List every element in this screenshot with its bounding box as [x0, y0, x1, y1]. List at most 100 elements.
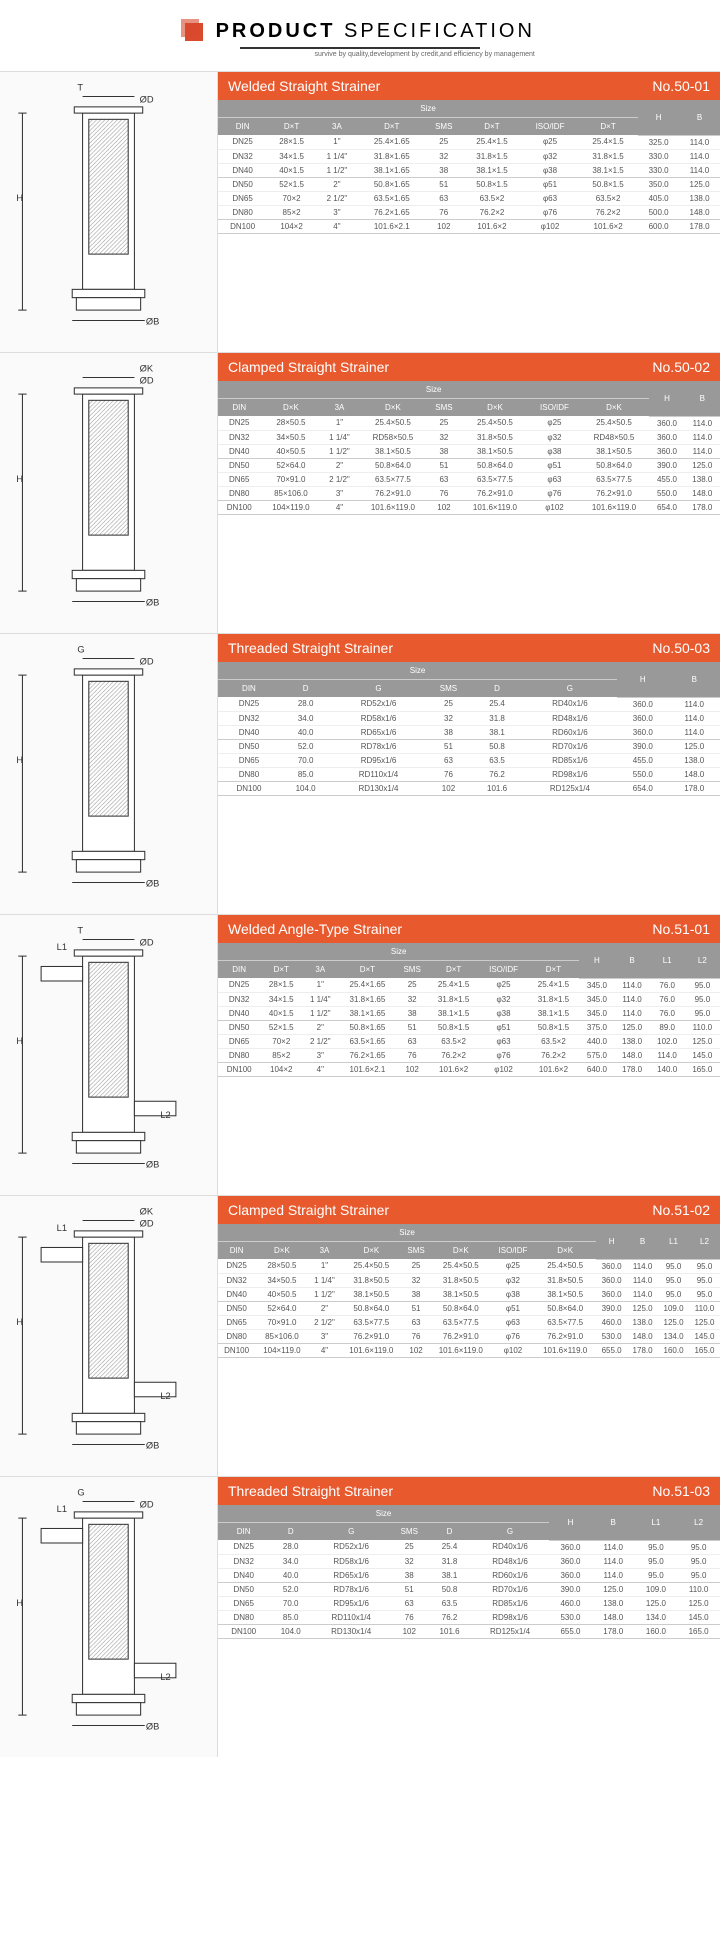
table-cell: 28×50.5 [255, 1259, 308, 1273]
table-cell: 375.0 [579, 1020, 614, 1034]
table-cell: 148.0 [627, 1329, 658, 1343]
section-title: Threaded Straight Strainer [228, 1483, 393, 1499]
table-cell: 550.0 [617, 767, 668, 781]
table-cell: DN50 [218, 458, 260, 472]
table-cell: DN65 [218, 1315, 255, 1329]
table-cell: RD98x1/6 [523, 767, 617, 781]
table-cell: RD70x1/6 [523, 739, 617, 753]
table-cell: RD65x1/6 [312, 1568, 390, 1582]
table-cell: 3" [321, 486, 357, 500]
section-title-bar: Welded Straight StrainerNo.50-01 [218, 72, 720, 100]
table-row: DN3234.0RD58x1/63231.8RD48x1/6360.0114.0 [218, 711, 720, 725]
table-cell: 125.0 [627, 1301, 658, 1315]
col-header: L2 [689, 1224, 720, 1259]
col-header: D×T [260, 961, 302, 979]
table-cell: 178.0 [627, 1343, 658, 1357]
table-cell: 125.0 [614, 1020, 649, 1034]
dim-label: ØK [140, 1207, 154, 1217]
table-cell: φ38 [522, 163, 578, 177]
table-cell: 95.0 [689, 1287, 720, 1301]
table-cell: 40.0 [269, 1568, 312, 1582]
table-cell: 52×64.0 [255, 1301, 308, 1315]
col-header: G [331, 680, 425, 698]
table-cell: φ63 [522, 191, 578, 205]
table-row: DN6570.0RD95x1/66363.5RD85x1/6455.0138.0 [218, 753, 720, 767]
table-cell: 63.5×2 [528, 1034, 580, 1048]
table-cell: 125.0 [679, 177, 720, 191]
table-cell: 1" [302, 978, 338, 992]
table-cell: 550.0 [649, 486, 684, 500]
table-cell: 76 [426, 205, 462, 219]
table-cell: 114.0 [650, 1048, 685, 1062]
table-cell: RD130x1/4 [312, 1624, 390, 1638]
dim-label: ØD [140, 657, 154, 667]
table-cell: 104×2 [267, 219, 316, 233]
table-cell: 70.0 [280, 753, 331, 767]
table-cell: 1 1/4" [316, 149, 358, 163]
table-cell: DN50 [218, 177, 267, 191]
table-cell: φ38 [492, 1287, 534, 1301]
table-cell: 63.5 [428, 1596, 471, 1610]
col-header: ISO/IDF [530, 399, 578, 417]
table-cell: DN80 [218, 1329, 255, 1343]
table-cell: 114.0 [685, 416, 720, 430]
table-cell: 70.0 [269, 1596, 312, 1610]
table-cell: DN32 [218, 992, 260, 1006]
table-cell: 63.5×1.65 [338, 1034, 396, 1048]
table-cell: 25.4×50.5 [430, 1259, 492, 1273]
table-cell: 145.0 [685, 1048, 720, 1062]
col-header: D×T [578, 118, 638, 136]
table-cell: φ51 [479, 1020, 527, 1034]
table-cell: 31.8×50.5 [340, 1273, 402, 1287]
table-cell: 1" [309, 1259, 341, 1273]
table-cell: 51 [426, 177, 462, 191]
table-cell: 38.1×50.5 [340, 1287, 402, 1301]
table-cell: 70×91.0 [255, 1315, 308, 1329]
table-cell: 38 [397, 1006, 428, 1020]
table-cell: RD110x1/4 [312, 1610, 390, 1624]
spec-section: GØDØBHThreaded Straight StrainerNo.50-03… [0, 633, 720, 914]
table-cell: 95.0 [658, 1273, 689, 1287]
table-cell: 114.0 [627, 1259, 658, 1273]
table-row: DN8085×106.03"76.2×91.07676.2×91.0φ7676.… [218, 486, 720, 500]
table-cell: DN100 [218, 781, 280, 795]
table-cell: 104×119.0 [255, 1343, 308, 1357]
table-cell: 390.0 [617, 739, 668, 753]
table-cell: DN25 [218, 416, 260, 430]
col-header: DIN [218, 961, 260, 979]
table-cell: 360.0 [617, 697, 668, 711]
table-cell: 31.8×50.5 [460, 430, 531, 444]
table-cell: RD125x1/4 [523, 781, 617, 795]
table-cell: DN32 [218, 1273, 255, 1287]
table-cell: 38.1×50.5 [358, 444, 429, 458]
table-cell: 95.0 [635, 1540, 678, 1554]
table-cell: φ76 [530, 486, 578, 500]
table-cell: 38.1 [471, 725, 522, 739]
dim-label: T [77, 83, 83, 93]
table-cell: DN65 [218, 1034, 260, 1048]
table-cell: 345.0 [579, 992, 614, 1006]
dim-label: L2 [160, 1672, 170, 1682]
col-header: D [269, 1523, 312, 1541]
table-cell: 178.0 [679, 219, 720, 233]
dim-label: ØB [146, 1160, 159, 1170]
table-cell: DN65 [218, 753, 280, 767]
spec-section: L1ØKØDØBHL2Clamped Straight StrainerNo.5… [0, 1195, 720, 1476]
table-row: DN4040×1.51 1/2"38.1×1.653838.1×1.5φ3838… [218, 163, 720, 177]
table-cell: 1 1/2" [316, 163, 358, 177]
table-cell: 114.0 [669, 711, 720, 725]
section-title-bar: Threaded Straight StrainerNo.51-03 [218, 1477, 720, 1505]
table-cell: 25 [390, 1540, 428, 1554]
table-cell: 125.0 [685, 458, 720, 472]
table-row: DN6570×22 1/2"63.5×1.656363.5×2φ6363.5×2… [218, 191, 720, 205]
table-cell: 25.4×1.5 [578, 135, 638, 149]
col-header: B [669, 662, 720, 697]
dim-label: ØB [146, 598, 159, 608]
spec-table: SizeHBDINDGSMSDGDN2528.0RD52x1/62525.4RD… [218, 662, 720, 796]
table-cell: 101.6×119.0 [534, 1343, 596, 1357]
spec-table: SizeHBL1L2DINDGSMSDGDN2528.0RD52x1/62525… [218, 1505, 720, 1639]
table-cell: 95.0 [677, 1554, 720, 1568]
table-cell: φ32 [492, 1273, 534, 1287]
table-cell: 145.0 [677, 1610, 720, 1624]
col-header: D×T [528, 961, 580, 979]
